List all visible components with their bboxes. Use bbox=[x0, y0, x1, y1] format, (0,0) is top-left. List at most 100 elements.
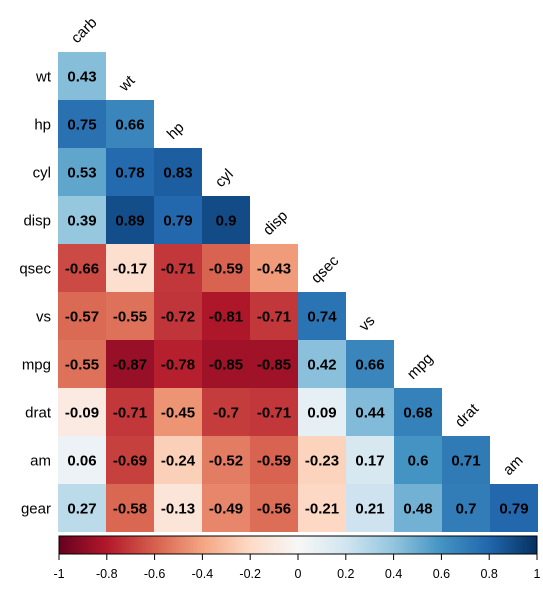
heatmap-cell bbox=[298, 340, 346, 388]
colorbar-tick-label: -0.4 bbox=[192, 567, 214, 581]
heatmap-cell bbox=[154, 340, 202, 388]
heatmap-cell bbox=[106, 244, 154, 292]
heatmap-cell bbox=[58, 292, 106, 340]
cell-value-label: -0.17 bbox=[113, 261, 147, 278]
heatmap-cell bbox=[250, 388, 298, 436]
cell-value-label: 0.66 bbox=[115, 117, 144, 134]
heatmap-cell bbox=[58, 52, 106, 100]
heatmap-cell bbox=[58, 484, 106, 532]
cell-value-label: -0.21 bbox=[305, 501, 339, 518]
cell-value-label: -0.52 bbox=[209, 453, 243, 470]
cell-value-label: -0.09 bbox=[65, 405, 99, 422]
cell-value-label: 0.09 bbox=[307, 405, 336, 422]
column-label: wt bbox=[115, 72, 139, 96]
column-label: hp bbox=[164, 119, 188, 143]
heatmap-cell bbox=[250, 340, 298, 388]
cell-value-label: -0.43 bbox=[257, 261, 291, 278]
cell-value-label: -0.58 bbox=[113, 501, 147, 518]
heatmap-cell bbox=[106, 436, 154, 484]
cell-value-label: 0.21 bbox=[355, 501, 384, 518]
heatmap-cell bbox=[202, 484, 250, 532]
heatmap-cell bbox=[442, 484, 490, 532]
heatmap-cell bbox=[154, 292, 202, 340]
heatmap-cell bbox=[250, 436, 298, 484]
heatmap-cell bbox=[154, 196, 202, 244]
heatmap-cell bbox=[202, 244, 250, 292]
colorbar-tick-label: 0 bbox=[295, 567, 302, 581]
row-label: gear bbox=[21, 501, 51, 518]
column-label: mpg bbox=[404, 350, 437, 383]
heatmap-cell bbox=[58, 148, 106, 196]
column-label: vs bbox=[356, 312, 379, 335]
cell-value-label: -0.78 bbox=[161, 357, 195, 374]
cell-value-label: -0.7 bbox=[213, 405, 239, 422]
cell-value-label: -0.59 bbox=[209, 261, 243, 278]
heatmap-cell bbox=[202, 340, 250, 388]
cell-value-label: 0.53 bbox=[67, 165, 96, 182]
row-label: qsec bbox=[19, 261, 51, 278]
heatmap-cell bbox=[394, 388, 442, 436]
cell-value-label: 0.7 bbox=[456, 501, 477, 518]
colorbar-tick-label: -1 bbox=[53, 567, 64, 581]
colorbar-tick-label: -0.6 bbox=[144, 567, 166, 581]
cell-value-label: -0.59 bbox=[257, 453, 291, 470]
cell-value-label: -0.57 bbox=[65, 309, 99, 326]
heatmap-cell bbox=[298, 436, 346, 484]
row-label: cyl bbox=[33, 165, 51, 182]
heatmap-cell bbox=[106, 340, 154, 388]
row-label: mpg bbox=[22, 357, 51, 374]
cell-value-label: 0.83 bbox=[163, 165, 192, 182]
cell-value-label: 0.17 bbox=[355, 453, 384, 470]
cell-value-label: 0.89 bbox=[115, 213, 144, 230]
colorbar-tick-label: -0.8 bbox=[96, 567, 118, 581]
cell-value-label: -0.69 bbox=[113, 453, 147, 470]
column-label: qsec bbox=[308, 252, 343, 287]
heatmap-cell bbox=[346, 436, 394, 484]
cell-value-label: -0.71 bbox=[161, 261, 195, 278]
cell-value-label: -0.71 bbox=[257, 309, 291, 326]
cell-value-label: 0.66 bbox=[355, 357, 384, 374]
heatmap-cell bbox=[394, 484, 442, 532]
row-label: hp bbox=[34, 117, 51, 134]
row-label: drat bbox=[25, 405, 52, 422]
heatmap-cell bbox=[442, 436, 490, 484]
row-label: vs bbox=[36, 309, 51, 326]
cell-value-label: 0.6 bbox=[408, 453, 429, 470]
column-label: am bbox=[500, 452, 527, 479]
cell-value-label: -0.55 bbox=[113, 309, 147, 326]
heatmap-cell bbox=[298, 292, 346, 340]
cell-value-label: 0.44 bbox=[355, 405, 385, 422]
colorbar: -1 -0.8 -0.6 -0.4 -0.2 0 0.2 0.4 0.6 0.8 1 bbox=[53, 535, 541, 581]
cell-value-label: -0.81 bbox=[209, 309, 243, 326]
cell-value-label: -0.13 bbox=[161, 501, 195, 518]
heatmap-cell bbox=[346, 340, 394, 388]
heatmap-cell bbox=[346, 388, 394, 436]
heatmap-cell bbox=[154, 484, 202, 532]
heatmap-cell bbox=[106, 196, 154, 244]
heatmap-cell bbox=[106, 148, 154, 196]
heatmap-cells: 0.43 0.75 0.66 0.53 0.78 0.83 0.39 0.89 0.79 0.9 -… bbox=[58, 52, 538, 532]
cell-value-label: 0.43 bbox=[67, 69, 96, 86]
cell-value-label: -0.49 bbox=[209, 501, 243, 518]
column-label: drat bbox=[452, 400, 483, 431]
cell-value-label: -0.66 bbox=[65, 261, 99, 278]
column-label: cyl bbox=[212, 166, 237, 191]
cell-value-label: -0.45 bbox=[161, 405, 195, 422]
cell-value-label: 0.06 bbox=[67, 453, 96, 470]
cell-value-label: -0.72 bbox=[161, 309, 195, 326]
heatmap-cell bbox=[250, 292, 298, 340]
heatmap-cell bbox=[106, 388, 154, 436]
cell-value-label: -0.23 bbox=[305, 453, 339, 470]
cell-value-label: -0.85 bbox=[209, 357, 243, 374]
cell-value-label: 0.68 bbox=[403, 405, 432, 422]
cell-value-label: 0.48 bbox=[403, 501, 432, 518]
heatmap-cell bbox=[58, 244, 106, 292]
cell-value-label: 0.39 bbox=[67, 213, 96, 230]
heatmap-cell bbox=[58, 196, 106, 244]
heatmap-cell bbox=[202, 388, 250, 436]
heatmap-cell bbox=[346, 484, 394, 532]
heatmap-cell bbox=[394, 436, 442, 484]
cell-value-label: -0.87 bbox=[113, 357, 147, 374]
row-label: am bbox=[30, 453, 51, 470]
